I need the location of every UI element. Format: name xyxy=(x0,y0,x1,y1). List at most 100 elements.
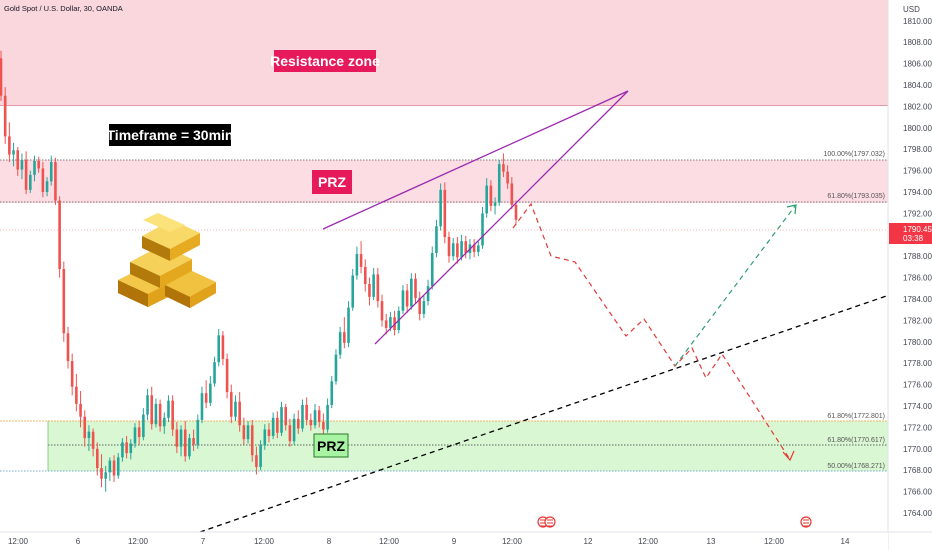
candle xyxy=(477,241,480,257)
candle xyxy=(376,267,380,308)
candle xyxy=(29,170,32,194)
candle xyxy=(313,403,317,429)
candle xyxy=(472,239,476,258)
candle xyxy=(24,151,28,195)
candle xyxy=(209,376,212,406)
candle xyxy=(54,157,57,205)
time-tick-label: 12:00 xyxy=(638,537,659,546)
candle xyxy=(133,423,137,448)
candle xyxy=(292,413,296,445)
wedge-upper-line xyxy=(322,90,629,230)
candle xyxy=(250,419,254,462)
time-tick-label: 12:00 xyxy=(128,537,149,546)
prz-lower-zone xyxy=(48,421,888,471)
candle xyxy=(430,246,434,290)
candle xyxy=(16,147,20,176)
price-tag-value: 1790.455 xyxy=(903,225,932,234)
time-tick-label: 7 xyxy=(201,537,206,546)
candle xyxy=(418,291,421,321)
candle xyxy=(426,279,430,306)
candle xyxy=(359,241,363,274)
candle xyxy=(326,398,329,433)
time-tick-label: 9 xyxy=(452,537,457,546)
projection-arrowhead-up xyxy=(786,204,797,215)
price-tick-label: 1800.000 xyxy=(903,124,932,133)
price-tick-label: 1770.000 xyxy=(903,445,932,454)
candle xyxy=(41,162,45,198)
time-tick-label: 12:00 xyxy=(254,537,275,546)
candle xyxy=(137,420,141,445)
time-tick-label: 14 xyxy=(841,537,850,546)
price-tag-countdown: 03:38 xyxy=(903,234,924,243)
candle xyxy=(66,326,70,369)
candle xyxy=(330,376,334,409)
candle xyxy=(443,182,447,244)
candle xyxy=(401,285,405,314)
fib-618-top-label: 61.80%(1793.035) xyxy=(827,193,885,200)
chart-title: Gold Spot / U.S. Dollar, 30, OANDA xyxy=(4,4,123,13)
candle xyxy=(242,417,246,445)
candle xyxy=(175,422,179,454)
candle xyxy=(414,273,417,304)
prz-upper-label-box xyxy=(312,170,352,194)
candle xyxy=(384,313,388,335)
us-flag-event-icon[interactable] xyxy=(544,516,556,528)
candle xyxy=(506,165,509,189)
candle xyxy=(121,438,124,462)
candle xyxy=(196,414,200,449)
candle xyxy=(37,156,40,173)
price-axis-ticks: 1764.000 1766.000 1768.000 1770.000 1772.000… xyxy=(903,17,932,518)
candle xyxy=(355,246,359,280)
candle xyxy=(225,353,229,399)
candle xyxy=(154,398,158,428)
candle xyxy=(192,429,195,451)
candle xyxy=(213,356,216,387)
candle xyxy=(49,155,53,186)
candle xyxy=(188,433,191,460)
price-tick-label: 1780.000 xyxy=(903,338,932,347)
prz-upper-label: PRZ xyxy=(318,174,346,190)
candle xyxy=(410,273,413,310)
candle xyxy=(20,153,24,180)
candle xyxy=(502,153,505,178)
candle xyxy=(363,259,367,292)
candle xyxy=(271,412,275,440)
price-tick-label: 1788.000 xyxy=(903,252,932,261)
dashed-trendline xyxy=(199,291,899,533)
candle xyxy=(70,353,74,396)
candle xyxy=(3,87,7,144)
candles-group xyxy=(0,50,518,492)
candle xyxy=(343,317,346,349)
time-tick-label: 6 xyxy=(76,537,81,546)
candle xyxy=(204,380,208,409)
price-tick-label: 1808.000 xyxy=(903,38,932,47)
price-tick-label: 1806.000 xyxy=(903,60,932,69)
us-flag-event-icon[interactable] xyxy=(800,516,812,528)
timeframe-label-box xyxy=(109,124,231,146)
candle xyxy=(167,395,170,423)
candle xyxy=(322,413,325,435)
price-tick-label: 1796.000 xyxy=(903,167,932,176)
timeframe-label: Timeframe = 30min xyxy=(107,127,234,143)
prz-lower-label: PRZ xyxy=(317,438,345,454)
price-tick-label: 1794.000 xyxy=(903,188,932,197)
candle xyxy=(368,277,371,306)
time-tick-label: 12:00 xyxy=(8,537,29,546)
candle xyxy=(276,411,279,439)
candle xyxy=(104,465,107,492)
candle xyxy=(116,453,120,479)
price-tag-box xyxy=(889,223,932,244)
candle xyxy=(405,284,409,313)
time-tick-label: 12 xyxy=(584,537,593,546)
price-tick-label: 1764.000 xyxy=(903,509,932,518)
candle xyxy=(288,418,292,447)
time-tick-label: 12:00 xyxy=(502,537,523,546)
candle xyxy=(12,142,15,167)
candle xyxy=(514,200,518,226)
candle xyxy=(481,206,484,249)
candle xyxy=(439,183,442,231)
price-tick-label: 1766.000 xyxy=(903,488,932,497)
resistance-zone xyxy=(0,0,888,105)
price-tick-label: 1792.000 xyxy=(903,209,932,218)
